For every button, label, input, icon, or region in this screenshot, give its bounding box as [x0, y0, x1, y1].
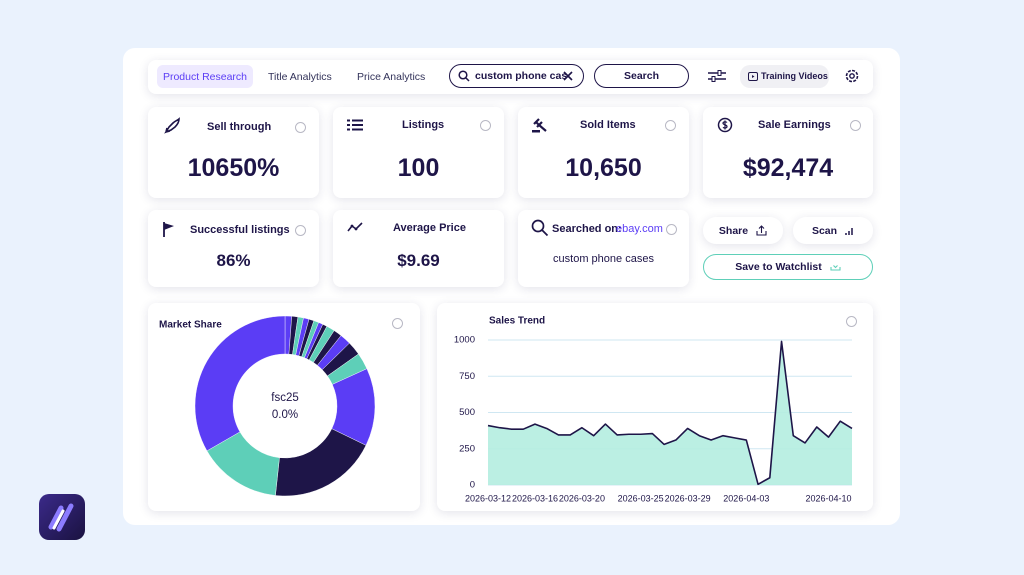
share-icon: [756, 225, 767, 236]
training-button[interactable]: Training Videos: [740, 65, 829, 88]
flag-icon: [163, 222, 174, 237]
search-icon: [531, 219, 549, 237]
stat-card: Successful listings 86%: [148, 210, 319, 287]
settings-icon[interactable]: [844, 68, 860, 84]
help-icon[interactable]: [846, 316, 857, 327]
filter-icon[interactable]: [707, 69, 727, 83]
help-icon[interactable]: [666, 224, 677, 235]
gavel-icon: [532, 118, 547, 133]
help-icon[interactable]: [665, 120, 676, 131]
stat-value: 10650%: [187, 154, 280, 182]
search-info-card: Searched on: ebay.com custom phone cases: [518, 210, 689, 287]
help-icon[interactable]: [295, 122, 306, 133]
help-icon[interactable]: [295, 225, 306, 236]
searched-site[interactable]: ebay.com: [616, 223, 663, 235]
share-button[interactable]: Share: [703, 217, 783, 244]
search-icon: [458, 70, 470, 82]
stat-card: Sale Earnings $92,474: [703, 107, 873, 198]
searched-label: Searched on:: [552, 223, 622, 235]
stat-label: Average Price: [393, 222, 466, 234]
button-label: Save to Watchlist: [735, 261, 822, 273]
help-icon[interactable]: [392, 318, 403, 329]
search-button[interactable]: Search: [594, 64, 689, 88]
stat-label: Listings: [402, 119, 445, 131]
button-label: Scan: [811, 224, 838, 237]
help-icon[interactable]: [480, 120, 491, 131]
stat-value: 86%: [216, 251, 251, 270]
sales-trend-card: [437, 303, 873, 511]
stat-value: $9.69: [397, 251, 440, 270]
stat-label: Successful listings: [190, 224, 290, 236]
button-label: Share: [718, 224, 749, 237]
list-icon: [347, 119, 363, 131]
stat-card: Sold Items 10,650: [518, 107, 689, 198]
stat-card: Sell through 10650%: [148, 107, 319, 198]
stat-label: Sold Items: [580, 119, 636, 131]
stat-value: 10,650: [565, 154, 642, 182]
stat-label: Sale Earnings: [758, 119, 831, 131]
tray-icon: [830, 264, 841, 271]
stat-card: Listings 100: [333, 107, 504, 198]
market-share-card: [148, 303, 420, 511]
tab-active[interactable]: Product Research: [157, 65, 253, 88]
bars-icon: [845, 227, 853, 235]
stat-value: 100: [397, 154, 440, 182]
searched-query: custom phone cases: [553, 253, 654, 265]
search-box[interactable]: custom phone cas: [449, 64, 584, 88]
clear-icon[interactable]: [563, 71, 573, 81]
watchlist-button[interactable]: Save to Watchlist: [703, 254, 873, 280]
tab[interactable]: Price Analytics: [357, 71, 426, 83]
stat-card: Average Price $9.69: [333, 210, 504, 287]
scan-button[interactable]: Scan: [793, 217, 873, 244]
trend-icon: [347, 222, 363, 232]
search-input[interactable]: custom phone cas: [475, 70, 568, 82]
help-icon[interactable]: [850, 120, 861, 131]
stat-value: $92,474: [742, 154, 834, 182]
rocket-icon: [164, 117, 180, 134]
stat-label: Sell through: [207, 121, 272, 133]
dollar-icon: [717, 117, 733, 133]
video-icon: [748, 72, 758, 81]
app-logo: [39, 494, 85, 540]
training-label: Training Videos: [761, 71, 828, 81]
tab[interactable]: Title Analytics: [268, 71, 332, 83]
